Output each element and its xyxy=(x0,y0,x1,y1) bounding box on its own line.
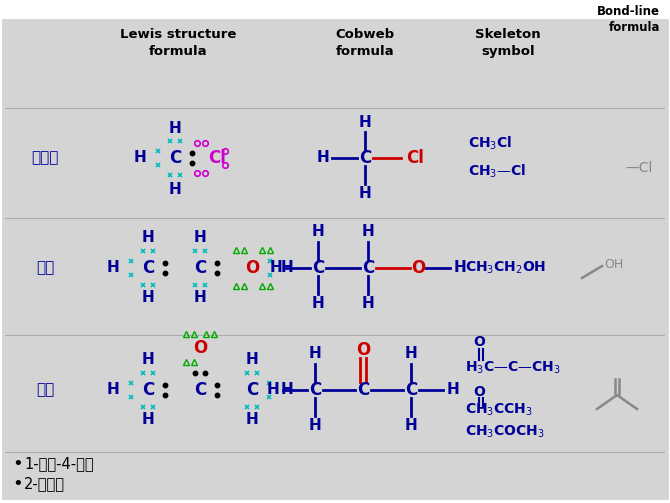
Text: O: O xyxy=(473,385,485,399)
Text: H: H xyxy=(246,353,259,368)
Text: O: O xyxy=(245,259,259,277)
Text: H: H xyxy=(362,224,375,239)
Text: C: C xyxy=(246,381,258,399)
Text: H: H xyxy=(141,412,154,428)
Text: H: H xyxy=(107,261,119,276)
Text: H: H xyxy=(169,183,182,198)
Text: CH$_3$CH$_2$OH: CH$_3$CH$_2$OH xyxy=(465,260,546,276)
Text: H: H xyxy=(141,353,154,368)
Text: OH: OH xyxy=(604,258,623,271)
Text: H: H xyxy=(246,412,259,428)
Text: H: H xyxy=(358,115,371,129)
Text: H: H xyxy=(312,296,324,311)
Text: H: H xyxy=(309,347,322,362)
Text: O: O xyxy=(411,259,425,277)
Text: O: O xyxy=(193,339,207,357)
Text: formula: formula xyxy=(608,21,660,34)
Text: H: H xyxy=(269,261,282,276)
Text: H: H xyxy=(133,150,146,165)
Text: H: H xyxy=(317,150,330,165)
Text: H: H xyxy=(267,382,279,397)
Text: O: O xyxy=(356,341,370,359)
Text: CH$_3$CCH$_3$: CH$_3$CCH$_3$ xyxy=(465,402,533,418)
Text: C: C xyxy=(359,149,371,167)
Text: H: H xyxy=(141,291,154,305)
Text: H: H xyxy=(405,347,417,362)
Text: —Cl: —Cl xyxy=(625,161,653,175)
Text: C: C xyxy=(194,381,206,399)
Text: CH$_3$Cl: CH$_3$Cl xyxy=(468,134,512,152)
Text: C: C xyxy=(194,259,206,277)
Text: 乙醇: 乙醇 xyxy=(36,261,54,276)
Text: H: H xyxy=(358,187,371,202)
Text: Lewis structure
formula: Lewis structure formula xyxy=(120,28,237,58)
Text: C: C xyxy=(142,259,154,277)
Text: Cl: Cl xyxy=(208,149,226,167)
Text: Bond-line: Bond-line xyxy=(597,5,660,18)
Text: Cobweb
formula: Cobweb formula xyxy=(336,28,395,58)
Text: 1-戊烯-4-決？: 1-戊烯-4-決？ xyxy=(24,457,94,471)
Text: C: C xyxy=(312,259,324,277)
Text: 氯甲烷: 氯甲烷 xyxy=(31,150,59,165)
Text: 丙酮: 丙酮 xyxy=(36,382,54,397)
Text: H: H xyxy=(194,291,206,305)
Text: H: H xyxy=(312,224,324,239)
Text: H: H xyxy=(405,418,417,434)
Text: Skeleton
symbol: Skeleton symbol xyxy=(475,28,541,58)
Text: CH$_3$COCH$_3$: CH$_3$COCH$_3$ xyxy=(465,424,545,440)
Text: C: C xyxy=(405,381,417,399)
Text: 2-戊醇？: 2-戊醇？ xyxy=(24,476,65,491)
Text: C: C xyxy=(169,149,181,167)
Text: •: • xyxy=(12,455,23,473)
Text: H: H xyxy=(281,261,293,276)
Text: C: C xyxy=(362,259,374,277)
Text: H: H xyxy=(107,382,119,397)
Text: H: H xyxy=(362,296,375,311)
Text: H: H xyxy=(141,230,154,245)
Text: O: O xyxy=(473,335,485,349)
Text: CH$_3$—Cl: CH$_3$—Cl xyxy=(468,162,526,180)
Text: Cl: Cl xyxy=(406,149,424,167)
Text: H: H xyxy=(169,121,182,135)
Text: H: H xyxy=(447,382,460,397)
Text: •: • xyxy=(12,475,23,493)
Text: H$_3$C—C—CH$_3$: H$_3$C—C—CH$_3$ xyxy=(465,360,561,376)
Text: H: H xyxy=(281,382,293,397)
Text: H: H xyxy=(194,230,206,245)
Text: H: H xyxy=(309,418,322,434)
Text: C: C xyxy=(357,381,369,399)
Text: C: C xyxy=(142,381,154,399)
Text: H: H xyxy=(454,261,466,276)
Text: C: C xyxy=(309,381,321,399)
